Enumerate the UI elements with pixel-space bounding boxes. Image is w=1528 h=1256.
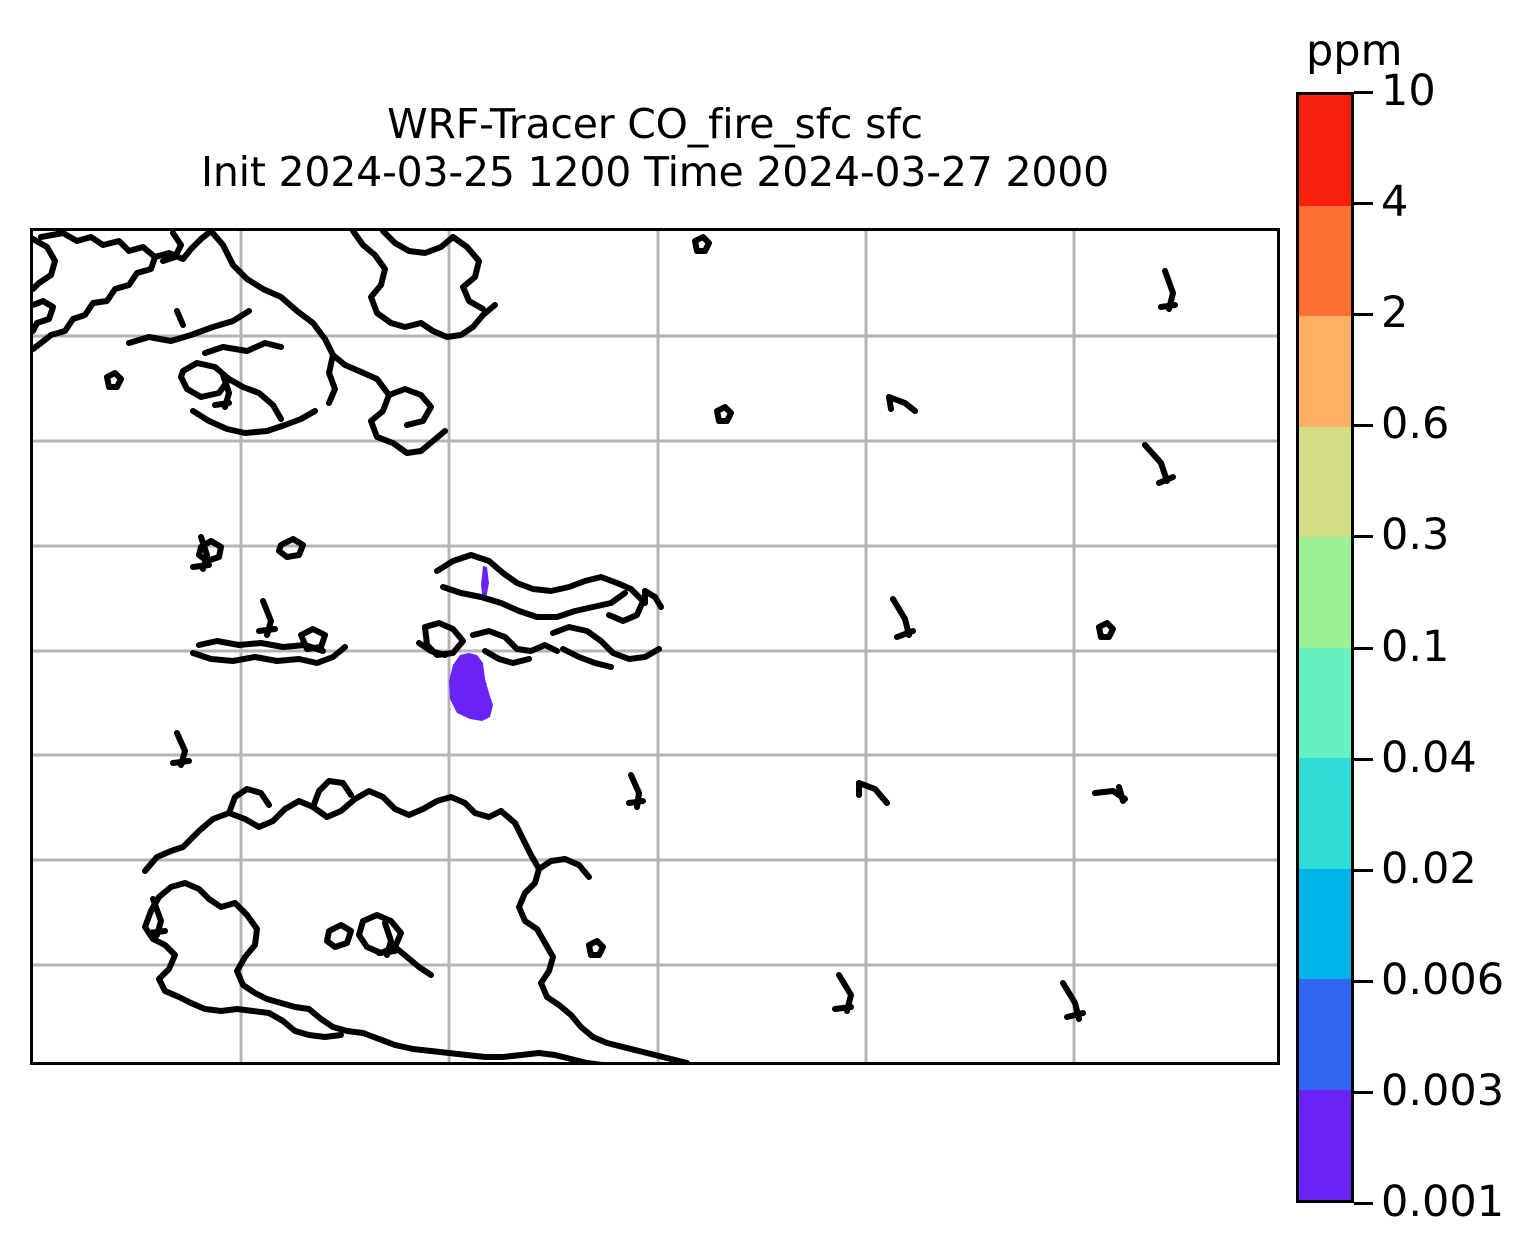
colorbar-tickmark [1354,868,1373,872]
colorbar-tick-label: 4 [1381,177,1409,228]
map-canvas [33,231,1277,1062]
colorbar-tick-label: 0.1 [1381,621,1450,672]
colorbar-band [1299,316,1351,427]
colorbar-tickmark [1354,979,1373,983]
colorbar-tickmark [1354,313,1373,317]
fire-plume-north-australia [449,653,493,721]
colorbar-band [1299,95,1351,206]
colorbar-band [1299,1089,1351,1200]
colorbar-tickmark [1354,424,1373,428]
colorbar-tickmark [1354,757,1373,761]
colorbar-band [1299,205,1351,316]
colorbar-tick-label: 2 [1381,288,1409,339]
colorbar-tickmark [1354,1090,1373,1094]
colorbar-band [1299,979,1351,1090]
colorbar-band [1299,647,1351,758]
colorbar-band [1299,758,1351,869]
colorbar-tick-label: 10 [1381,66,1436,116]
colorbar-band [1299,426,1351,537]
colorbar-tick-label: 0.001 [1381,1177,1505,1227]
colorbar-tick-label: 0.3 [1381,510,1450,561]
title-line-1: WRF-Tracer CO_fire_sfc sfc [387,100,923,148]
colorbar-unit-label: ppm [1306,26,1403,76]
colorbar-band [1299,537,1351,648]
colorbar-tick-label: 0.003 [1381,1065,1505,1116]
colorbar-tick-label: 0.04 [1381,732,1477,783]
fire-plume-sliver-timor [481,566,489,601]
colorbar-tickmark [1354,646,1373,650]
map-plot-area[interactable] [30,228,1280,1065]
map-coastlines [33,231,1178,1062]
colorbar-band [1299,868,1351,979]
colorbar-tickmark [1354,202,1373,206]
page-title: WRF-Tracer CO_fire_sfc sfc Init 2024-03-… [30,100,1280,197]
colorbar-tick-label: 0.6 [1381,399,1450,450]
title-line-2: Init 2024-03-25 1200 Time 2024-03-27 200… [200,148,1110,197]
colorbar-tickmark [1354,535,1373,539]
tracer-contour-fill [449,566,493,721]
colorbar-tick-label: 0.02 [1381,843,1477,894]
colorbar-tickmark [1354,91,1373,94]
colorbar-tickmark [1354,1202,1373,1205]
colorbar-tick-label: 0.006 [1381,954,1505,1005]
colorbar[interactable] [1296,92,1354,1203]
